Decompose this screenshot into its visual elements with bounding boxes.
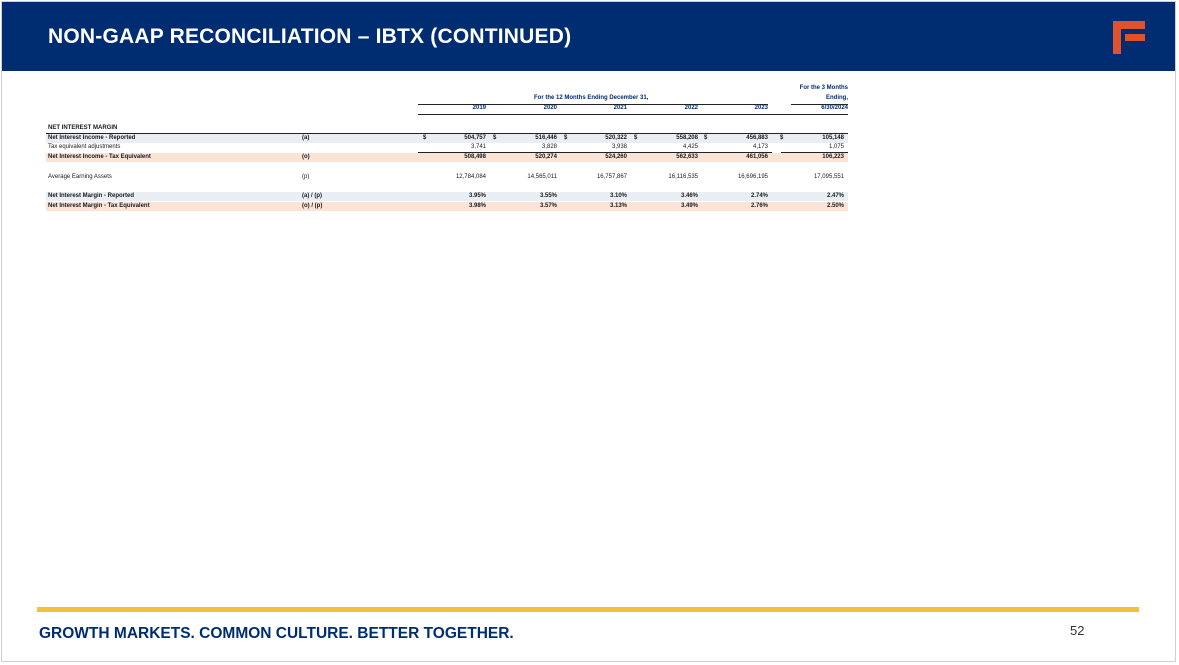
cell-2019: 3.95% <box>468 193 486 199</box>
cell-2021: 3.13% <box>609 203 627 209</box>
currency-symbol: $ <box>634 135 638 141</box>
row-ref: (o) / (p) <box>302 203 323 209</box>
cell-2022: 4,425 <box>682 144 698 150</box>
table-header-row-2: For the 12 Months Ending December 31, En… <box>46 94 848 103</box>
cell-2023: 4,173 <box>752 144 768 150</box>
cell-2023: 2.74% <box>750 193 768 199</box>
cell-2019: 508,498 <box>464 154 486 160</box>
cell-2022: 558,208 <box>676 135 698 141</box>
cell-2019: 12,784,084 <box>455 174 486 180</box>
section-rule <box>46 133 848 134</box>
cell-2023: 2.76% <box>750 203 768 209</box>
currency-symbol: $ <box>704 135 708 141</box>
cell-2019: 504,757 <box>464 135 486 141</box>
cell-2020: 3,828 <box>541 144 557 150</box>
cell-6-30-2024: 2.50% <box>826 203 844 209</box>
cell-2021: 3,938 <box>611 144 627 150</box>
currency-symbol: $ <box>423 135 427 141</box>
section-title-row: NET INTEREST MARGIN <box>46 124 848 133</box>
cell-2022: 16,116,535 <box>668 174 698 180</box>
cell-6-30-2024: 106,223 <box>822 154 844 160</box>
table-row-avg-earning-assets: Average Earning Assets (p) 12,784,084 14… <box>46 173 848 182</box>
col-header-2022: 2022 <box>684 105 698 111</box>
cell-2020: 520,274 <box>535 154 557 160</box>
table-row-nii-reported: Net Interest Income - Reported (a) $ 504… <box>46 134 848 143</box>
row-ref: (p) <box>302 174 310 180</box>
table-column-header-row: 2019 2020 2021 2022 2023 6/30/2024 <box>46 104 848 113</box>
table-row-nim-reported: Net Interest Margin - Reported (a) / (p)… <box>46 192 848 201</box>
slide-header: NON-GAAP RECONCILIATION – IBTX (CONTINUE… <box>2 2 1175 71</box>
slide-title: NON-GAAP RECONCILIATION – IBTX (CONTINUE… <box>48 25 572 48</box>
header-3m-line1: For the 3 Months <box>799 85 848 91</box>
col-header-6-30-2024: 6/30/2024 <box>821 105 848 111</box>
footer-tagline: GROWTH MARKETS. COMMON CULTURE. BETTER T… <box>39 625 514 642</box>
currency-symbol: $ <box>564 135 568 141</box>
cell-6-30-2024: 2.47% <box>826 193 844 199</box>
cell-6-30-2024: 105,148 <box>822 135 844 141</box>
cell-6-30-2024: 17,095,551 <box>813 174 844 180</box>
table-header-row-1: For the 3 Months <box>46 84 848 93</box>
footer-divider <box>37 607 1139 612</box>
currency-symbol: $ <box>493 135 497 141</box>
col-header-2019: 2019 <box>472 105 486 111</box>
cell-2021: 16,757,867 <box>596 174 627 180</box>
cell-2022: 3.49% <box>680 203 698 209</box>
row-ref: (a) / (p) <box>302 193 322 199</box>
row-ref: (a) <box>302 135 310 141</box>
header-3m-line2: Ending, <box>826 95 848 101</box>
col-header-2023: 2023 <box>754 105 768 111</box>
table-row-tax-adj: Tax equivalent adjustments 3,741 3,828 3… <box>46 143 848 152</box>
currency-symbol: $ <box>780 135 784 141</box>
table-row-nii-te: Net Interest Income - Tax Equivalent (o)… <box>46 153 848 162</box>
cell-2020: 516,446 <box>535 135 557 141</box>
cell-2021: 520,322 <box>605 135 627 141</box>
column-header-rule <box>418 114 848 115</box>
cell-2022: 3.46% <box>680 193 698 199</box>
cell-2019: 3,741 <box>470 144 486 150</box>
row-label: Net Interest Income - Reported <box>48 135 136 141</box>
cell-2020: 3.57% <box>539 203 557 209</box>
subtotal-rule-3m <box>781 152 848 153</box>
header-rule-3m <box>791 104 848 105</box>
row-label: Net Interest Income - Tax Equivalent <box>48 154 151 160</box>
cell-2023: 456,883 <box>746 135 768 141</box>
table-row-nim-te: Net Interest Margin - Tax Equivalent (o)… <box>46 202 848 211</box>
page-number: 52 <box>1070 623 1085 638</box>
cell-2021: 3.10% <box>609 193 627 199</box>
cell-2020: 14,565,011 <box>527 174 557 180</box>
cell-2022: 562,633 <box>676 154 698 160</box>
row-label: Average Earning Assets <box>48 174 112 180</box>
col-header-2020: 2020 <box>543 105 557 111</box>
row-label: Net Interest Margin - Tax Equivalent <box>48 203 150 209</box>
row-ref: (o) <box>302 154 310 160</box>
cell-2021: 524,260 <box>605 154 627 160</box>
cell-2023: 16,696,195 <box>737 174 768 180</box>
header-12m: For the 12 Months Ending December 31, <box>534 95 649 101</box>
header-rule-12m <box>418 104 768 105</box>
cell-6-30-2024: 1,075 <box>828 144 844 150</box>
subtotal-rule-12m <box>418 152 772 153</box>
cell-2023: 461,056 <box>746 154 768 160</box>
company-logo-icon <box>1113 21 1145 54</box>
col-header-2021: 2021 <box>613 105 627 111</box>
section-title: NET INTEREST MARGIN <box>48 125 118 131</box>
row-label: Net Interest Margin - Reported <box>48 193 135 199</box>
cell-2020: 3.55% <box>539 193 557 199</box>
cell-2019: 3.98% <box>468 203 486 209</box>
row-label: Tax equivalent adjustments <box>48 144 121 150</box>
